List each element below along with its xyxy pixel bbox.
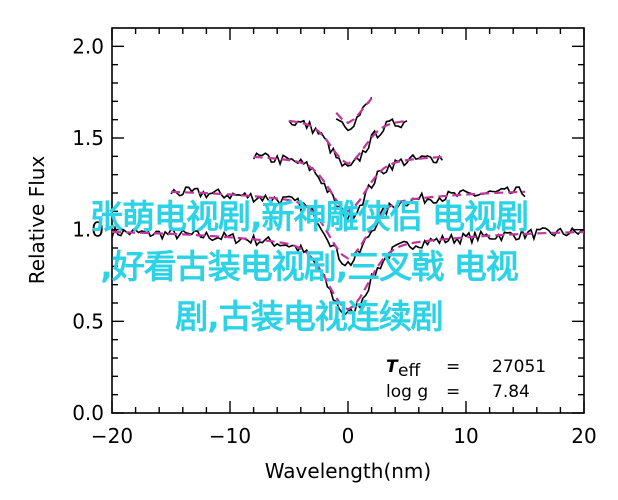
observed-spectrum-line-8 <box>335 97 373 132</box>
x-axis-label: Wavelength(nm) <box>265 459 431 483</box>
x-tick-label: 0 <box>342 424 355 448</box>
y-axis-label: Relative Flux <box>25 156 49 285</box>
axis-ticks: −20 −10 0 10 20 0.0 0.5 1.0 1.5 2.0 <box>72 28 597 448</box>
watermark-overlay: 张萌电视剧,新神雕侠侣 电视剧 ,好看古装电视剧,三叉戟 电视 剧,古装电视连续… <box>14 192 604 342</box>
model-fit-line-5 <box>253 155 443 213</box>
observed-spectrum-line-2 <box>170 186 526 267</box>
model-fit-line-9 <box>335 97 373 125</box>
parameter-annotation: T eff = 27051 log g = 7.84 <box>386 357 546 402</box>
x-tick-label: 10 <box>453 424 478 448</box>
y-tick-label: 1.5 <box>72 126 104 150</box>
observed-spectrum-line-6 <box>288 118 408 168</box>
logg-equals: = <box>446 382 460 402</box>
logg-value: 7.84 <box>492 382 530 402</box>
overlay-line-2: ,好看古装电视剧,三叉戟 电视 <box>100 247 519 286</box>
model-fit-line-7 <box>288 119 408 166</box>
x-tick-label: −20 <box>91 424 133 448</box>
model-fit-line-3 <box>170 190 526 260</box>
overlay-line-1: 张萌电视剧,新神雕侠侣 电视剧 <box>89 197 529 236</box>
teff-subscript: eff <box>398 361 421 381</box>
y-tick-label: 1.0 <box>72 218 104 242</box>
y-tick-label: 0.0 <box>72 401 104 425</box>
teff-equals: = <box>446 357 460 377</box>
series-group <box>111 97 585 318</box>
logg-symbol: log g <box>386 382 428 402</box>
observed-spectrum-line-4 <box>252 152 444 221</box>
x-tick-label: −10 <box>209 424 251 448</box>
teff-value: 27051 <box>492 357 546 377</box>
model-fit-line-1 <box>111 230 585 311</box>
y-tick-label: 0.5 <box>72 309 104 333</box>
teff-symbol: T <box>386 357 399 377</box>
y-tick-label: 2.0 <box>72 34 104 58</box>
x-tick-label: 20 <box>571 424 596 448</box>
overlay-line-3: 剧,古装电视连续剧 <box>175 297 444 336</box>
